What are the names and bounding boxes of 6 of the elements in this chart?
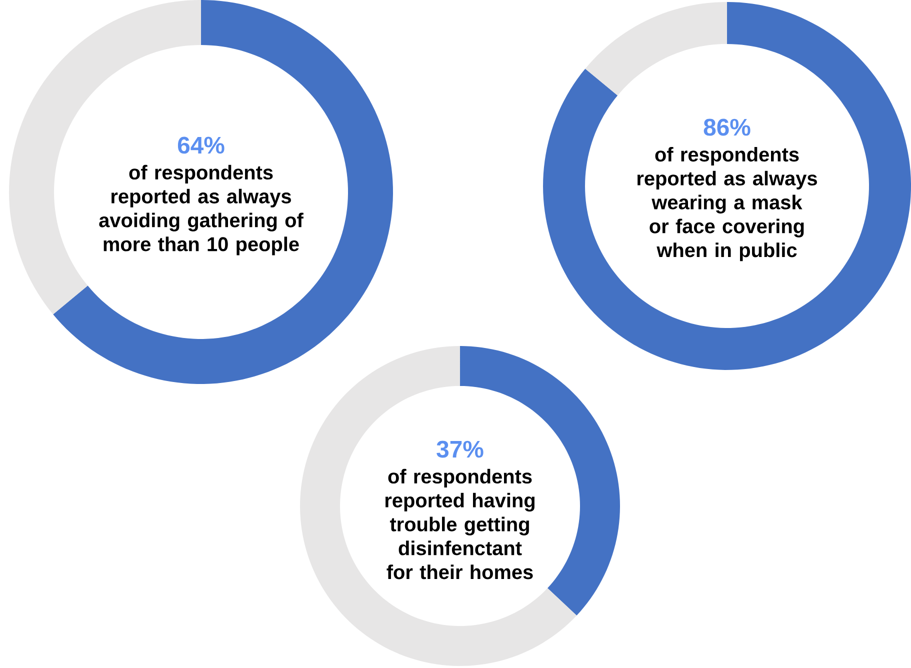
data-label: 37% — [436, 440, 484, 458]
data-label: 86% — [704, 118, 750, 136]
text: of respondents reported as always wearing a mask or face covering when in public — [638, 146, 817, 262]
text: of respondents reported having trouble getting disinfenctant for their homes — [385, 468, 535, 580]
data-label: 64% — [178, 136, 224, 154]
text: of respondents reported as always avoiding gathering of more than 10 people — [99, 164, 304, 256]
